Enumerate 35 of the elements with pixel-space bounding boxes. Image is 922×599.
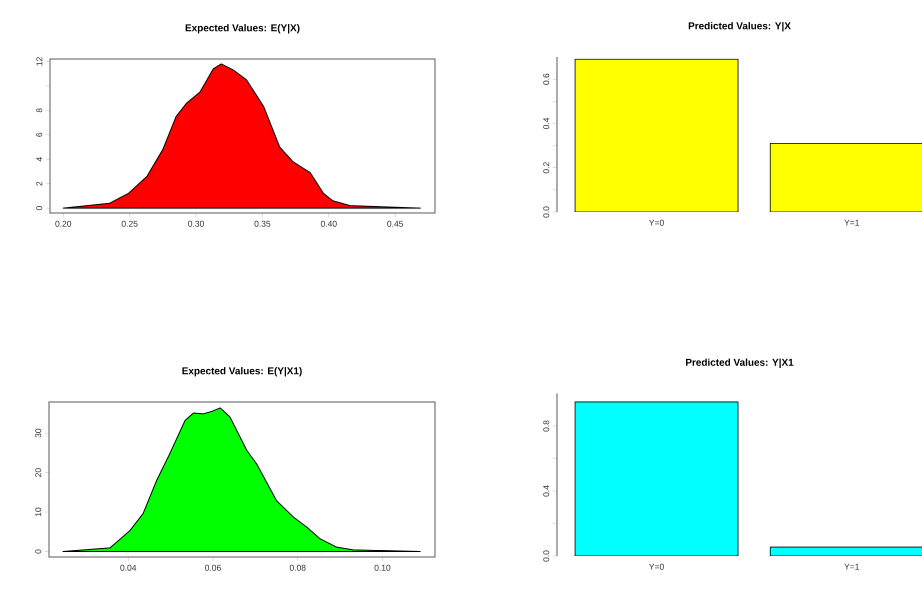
x-tick-label: Y=0 [649,220,664,226]
y-tick-label: 6 [36,132,42,137]
chart-title: Expected Values: E(Y|X1) [182,367,302,377]
y-tick-label: 0.2 [543,162,550,174]
x-tick-label: Y=0 [649,564,664,570]
x-tick-label: 0.10 [374,564,390,571]
x-tick-label: 0.04 [120,564,136,571]
x-tick-label: 0.40 [320,220,337,227]
y-tick-label: 20 [35,468,42,477]
y-tick-label: 0.4 [543,118,550,129]
x-tick-label: 0.06 [205,564,221,571]
x-tick-label: Y=1 [844,220,859,226]
y-tick-label: 10 [35,508,42,516]
x-tick-label: 0.45 [387,220,404,227]
chart-title: Predicted Values: Y|X [688,22,791,32]
y-tick-label: 12 [36,57,42,66]
y-tick-label: 0.8 [543,420,550,432]
y-tick-label: 0.0 [543,550,550,562]
x-tick-label: 0.30 [188,220,204,227]
y-tick-label: 0.6 [543,74,550,85]
x-tick-label: 0.25 [122,220,138,227]
y-tick-label: 30 [35,428,42,438]
y-tick-label: 4 [36,157,42,162]
x-tick-label: 0.35 [254,220,270,227]
chart-title: Expected Values: E(Y|X) [186,24,300,34]
x-tick-label: Y=1 [844,564,859,570]
y-tick-label: 2 [36,182,42,186]
chart-title: Predicted Values: Y|X1 [686,358,794,368]
x-tick-label: 0.08 [290,564,306,571]
x-tick-label: 0.20 [55,220,72,227]
y-tick-label: 0.0 [543,206,550,218]
y-tick-label: 0 [35,549,42,554]
y-tick-label: 0.4 [543,485,550,497]
y-tick-label: 8 [36,108,42,112]
y-tick-label: 0 [36,206,42,210]
